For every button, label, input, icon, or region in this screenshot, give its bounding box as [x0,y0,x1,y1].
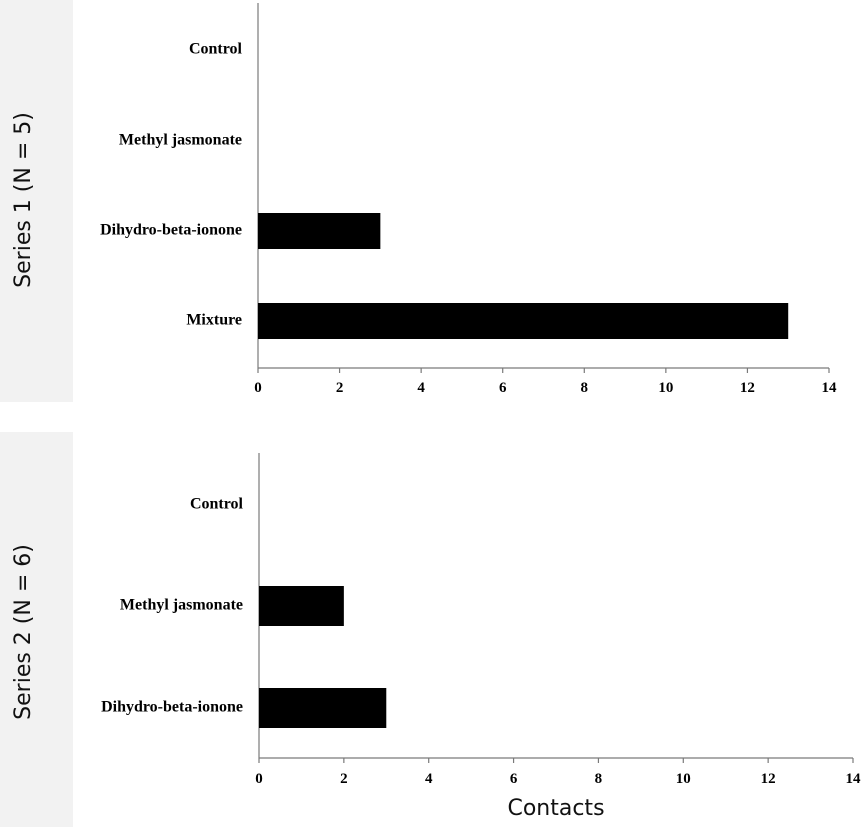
panel2-category-label: Control [190,496,244,513]
panel1-x-tick-label: 12 [740,380,755,396]
panel1-x-tick-label: 2 [336,380,344,396]
panel2-x-tick-label: 8 [595,771,603,787]
panel1-x-tick-label: 10 [658,380,673,396]
panel1-x-tick-label: 14 [822,380,838,396]
panel1-side-band [0,0,73,402]
panel1-series-label: Series 1 (N = 5) [11,112,36,288]
panel2-x-tick-label: 2 [340,771,348,787]
panel2-x-tick-label: 14 [846,771,862,787]
panel1-category-label: Mixture [186,312,242,329]
panel2-category-label: Methyl jasmonate [120,597,243,614]
panel1-x-tick-label: 4 [417,380,425,396]
panel1-category-label: Dihydro-beta-ionone [100,222,242,239]
panel1-bar [258,213,381,249]
panel2-bar [259,586,344,626]
panel2-bar [259,688,387,728]
panel1-category-label: Methyl jasmonate [119,132,242,149]
panel1-x-tick-label: 8 [581,380,589,396]
panel1-bar [258,303,789,339]
panel2-side-band [0,432,73,827]
panel2-x-tick-label: 4 [425,771,433,787]
panel1-x-tick-label: 0 [254,380,262,396]
panel2-x-axis-title: Contacts [507,796,604,821]
panel2-x-tick-label: 12 [761,771,776,787]
panel2-series-label: Series 2 (N = 6) [11,544,36,720]
panel2-x-tick-label: 0 [255,771,263,787]
panel1-category-label: Control [189,41,243,58]
panel2-x-tick-label: 6 [510,771,518,787]
panel1-x-tick-label: 6 [499,380,507,396]
panel2-category-label: Dihydro-beta-ionone [101,699,243,716]
panel2-x-tick-label: 10 [676,771,691,787]
